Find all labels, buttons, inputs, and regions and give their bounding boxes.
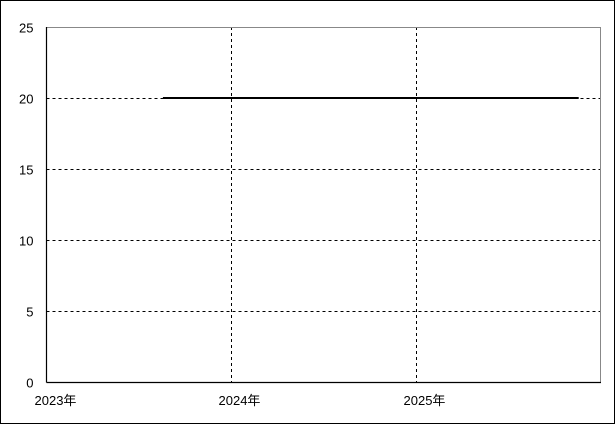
- y-tick-label: 15: [19, 163, 33, 178]
- y-tick-labels: 0 5 10 15 20 25: [19, 21, 33, 391]
- x-tick-label: 2025年: [404, 393, 446, 408]
- x-tick-labels: 2023年 2024年 2025年: [35, 393, 446, 408]
- y-tick-label: 20: [19, 92, 33, 107]
- y-tick-label: 5: [26, 305, 33, 320]
- y-tick-label: 0: [26, 376, 33, 391]
- axes: [45, 27, 601, 384]
- y-tick-label: 10: [19, 234, 33, 249]
- y-tick-label: 25: [19, 21, 33, 36]
- grid: [46, 27, 601, 382]
- x-tick-label: 2023年: [35, 393, 77, 408]
- x-tick-label: 2024年: [219, 393, 261, 408]
